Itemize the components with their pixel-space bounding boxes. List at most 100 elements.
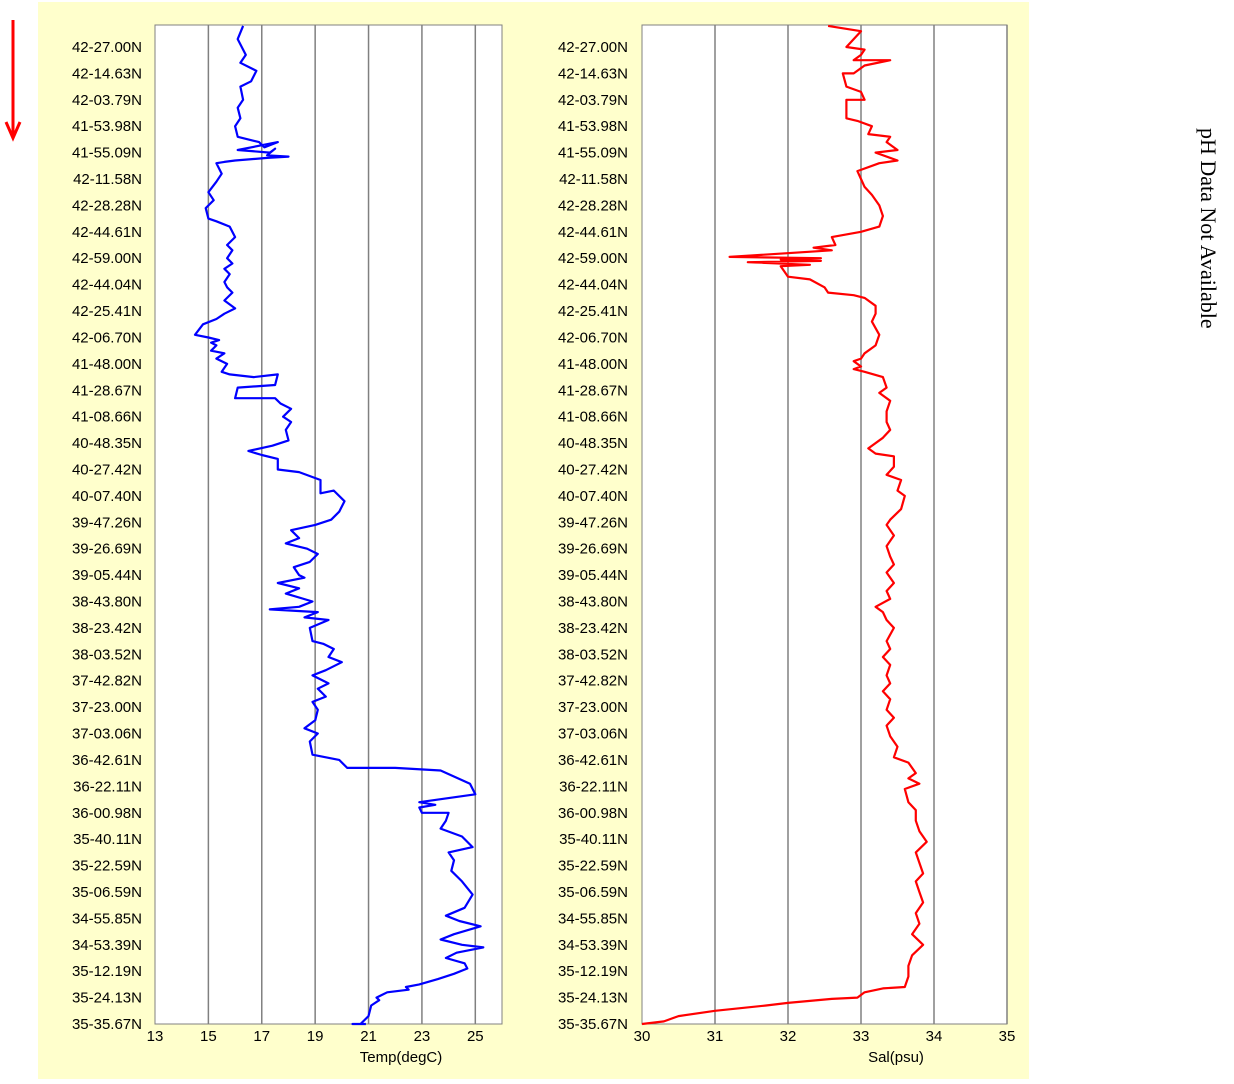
temp-x-tick-label: 13 <box>147 1028 164 1045</box>
sal-series-line <box>641 24 928 1026</box>
temp-y-tick-label: 37-42.82N <box>72 673 142 690</box>
sal-y-tick-label: 42-11.58N <box>559 171 628 188</box>
sal-y-tick-label: 37-03.06N <box>558 726 628 743</box>
sal-y-tick-label: 35-24.13N <box>558 990 628 1007</box>
sal-x-tick-label: 32 <box>780 1028 797 1045</box>
temp-y-tick-label: 39-05.44N <box>72 567 142 584</box>
temp-y-tick-label: 42-44.04N <box>72 277 142 294</box>
sal-y-tick-label: 35-40.11N <box>559 831 628 848</box>
temp-y-tick-label: 41-28.67N <box>72 382 142 399</box>
sal-y-tick-label: 42-59.00N <box>558 250 628 267</box>
temp-y-tick-label: 42-06.70N <box>72 329 142 346</box>
sal-y-tick-label: 35-12.19N <box>558 963 628 980</box>
sal-y-tick-label: 39-47.26N <box>558 514 628 531</box>
temp-y-tick-label: 42-25.41N <box>72 303 142 320</box>
sal-y-tick-label: 37-42.82N <box>558 673 628 690</box>
temp-y-tick-label: 40-48.35N <box>72 435 142 452</box>
sal-y-tick-label: 40-07.40N <box>558 488 628 505</box>
temp-plot-area <box>155 25 502 1024</box>
sal-y-tick-label: 34-55.85N <box>558 910 628 927</box>
temp-y-tick-label: 39-47.26N <box>72 514 142 531</box>
temp-y-tick-label: 41-48.00N <box>72 356 142 373</box>
temp-x-tick-label: 21 <box>360 1028 377 1045</box>
sal-y-tick-label: 38-23.42N <box>558 620 628 637</box>
temp-series-line <box>193 25 485 1026</box>
temp-y-tick-label: 42-59.00N <box>72 250 142 267</box>
sal-y-tick-label: 40-27.42N <box>558 461 628 478</box>
sal-y-tick-label: 35-06.59N <box>558 884 628 901</box>
temp-y-tick-label: 40-07.40N <box>72 488 142 505</box>
temp-y-tick-label: 36-22.11N <box>73 778 142 795</box>
sal-y-tick-label: 39-05.44N <box>558 567 628 584</box>
temp-x-tick-label: 15 <box>200 1028 217 1045</box>
temp-y-tick-label: 36-00.98N <box>72 805 142 822</box>
sal-x-tick-label: 31 <box>707 1028 724 1045</box>
sal-y-tick-label: 36-22.11N <box>559 778 628 795</box>
temp-y-tick-label: 38-23.42N <box>72 620 142 637</box>
temp-x-tick-label: 19 <box>307 1028 324 1045</box>
sal-y-tick-label: 42-25.41N <box>558 303 628 320</box>
temp-y-tick-label: 38-03.52N <box>72 646 142 663</box>
temp-y-tick-label: 38-43.80N <box>72 594 142 611</box>
sal-y-tick-label: 42-28.28N <box>558 197 628 214</box>
temp-y-tick-label: 35-35.67N <box>72 1016 142 1033</box>
sal-y-tick-label: 42-03.79N <box>558 92 628 109</box>
sal-plot-area <box>642 25 1007 1024</box>
sal-y-tick-label: 39-26.69N <box>558 541 628 558</box>
temp-y-tick-label: 42-27.00N <box>72 39 142 56</box>
sal-y-tick-label: 41-08.66N <box>558 409 628 426</box>
sal-y-tick-label: 41-28.67N <box>558 382 628 399</box>
temp-x-tick-label: 17 <box>253 1028 270 1045</box>
temp-plot-border <box>154 24 503 1025</box>
sal-y-tick-label: 37-23.00N <box>558 699 628 716</box>
temp-y-tick-label: 35-40.11N <box>73 831 142 848</box>
sal-x-tick-label: 35 <box>999 1028 1016 1045</box>
temp-y-tick-label: 42-14.63N <box>72 65 142 82</box>
sal-plot-border <box>641 24 1008 1025</box>
temp-y-tick-label: 36-42.61N <box>72 752 142 769</box>
temp-y-tick-label: 35-12.19N <box>72 963 142 980</box>
temperature-chart: 13 15 17 19 21 23 25 42-27.00N 42-14.63N 42-03.79… <box>72 24 503 1066</box>
temp-y-tick-label: 35-06.59N <box>72 884 142 901</box>
sal-x-axis-label: Sal(psu) <box>868 1049 924 1066</box>
ph-unavailable-note: pH Data Not Available <box>1196 128 1221 329</box>
sal-y-tick-label: 34-53.39N <box>558 937 628 954</box>
sal-y-tick-label: 38-03.52N <box>558 646 628 663</box>
sal-y-tick-label: 42-14.63N <box>558 65 628 82</box>
temp-y-tick-label: 37-23.00N <box>72 699 142 716</box>
sal-y-tick-label: 41-55.09N <box>558 145 628 162</box>
temp-y-tick-label: 41-55.09N <box>72 145 142 162</box>
temp-y-tick-label: 34-53.39N <box>72 937 142 954</box>
temp-x-tick-label: 23 <box>414 1028 431 1045</box>
sal-y-tick-label: 42-44.61N <box>558 224 628 241</box>
sal-x-tick-label: 34 <box>926 1028 943 1045</box>
sal-y-tick-label: 35-35.67N <box>558 1016 628 1033</box>
sal-y-tick-label: 42-06.70N <box>558 329 628 346</box>
temp-y-tick-label: 42-44.61N <box>72 224 142 241</box>
red-down-arrow <box>4 20 22 142</box>
temp-y-tick-label: 41-08.66N <box>72 409 142 426</box>
temp-x-tick-label: 25 <box>467 1028 484 1045</box>
sal-y-tick-label: 36-00.98N <box>558 805 628 822</box>
temp-y-tick-label: 42-11.58N <box>73 171 142 188</box>
sal-x-tick-label: 30 <box>634 1028 651 1045</box>
salinity-chart: 30 31 32 33 34 35 42-27.00N 42-14.63N 42-03.79N 4… <box>558 24 1016 1066</box>
sal-y-tick-label: 35-22.59N <box>558 858 628 875</box>
side-note: pH Data Not Available <box>1195 0 1221 1084</box>
temp-y-tick-label: 42-03.79N <box>72 92 142 109</box>
temp-y-tick-label: 37-03.06N <box>72 726 142 743</box>
sal-y-tick-label: 38-43.80N <box>558 594 628 611</box>
sal-y-tick-label: 41-48.00N <box>558 356 628 373</box>
sal-y-tick-label: 40-48.35N <box>558 435 628 452</box>
temp-y-tick-label: 34-55.85N <box>72 910 142 927</box>
temp-y-tick-label: 35-24.13N <box>72 990 142 1007</box>
sal-y-tick-label: 42-44.04N <box>558 277 628 294</box>
temp-y-tick-label: 40-27.42N <box>72 461 142 478</box>
temp-x-axis-label: Temp(degC) <box>360 1049 443 1066</box>
temp-y-tick-label: 41-53.98N <box>72 118 142 135</box>
temp-y-tick-label: 35-22.59N <box>72 858 142 875</box>
sal-y-tick-label: 42-27.00N <box>558 39 628 56</box>
temp-y-tick-label: 42-28.28N <box>72 197 142 214</box>
sal-x-tick-label: 33 <box>853 1028 870 1045</box>
